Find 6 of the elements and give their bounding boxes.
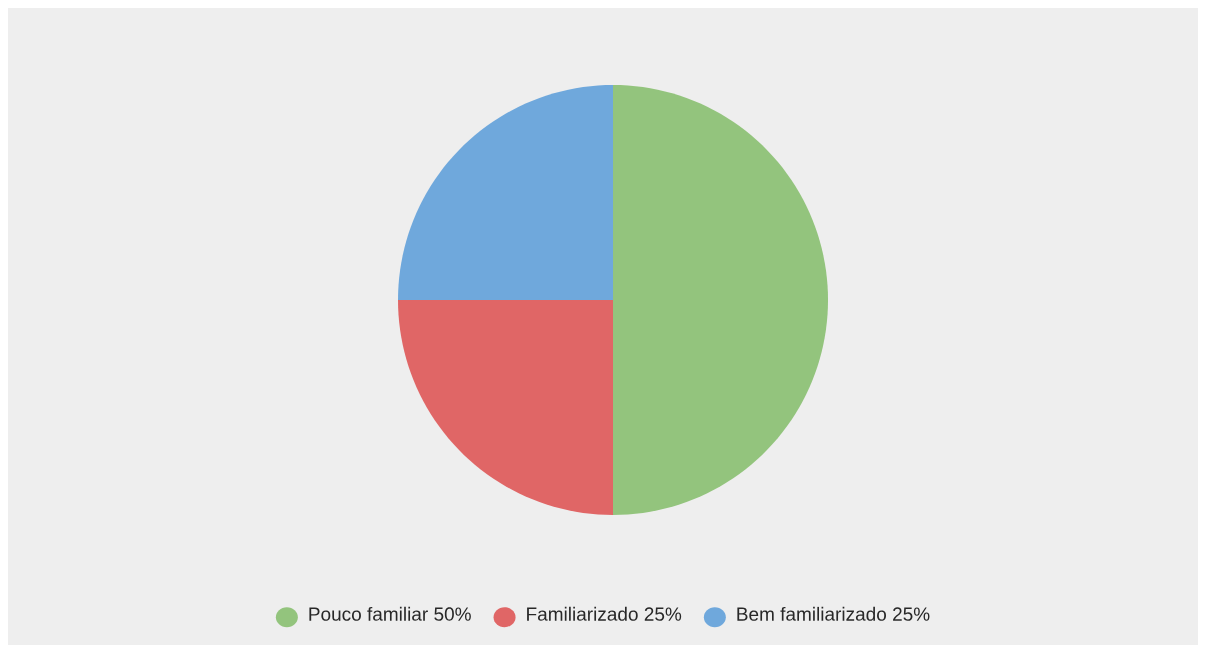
legend-label: Familiarizado	[527, 606, 638, 621]
data-label: 25%	[644, 607, 682, 621]
legend-label: Bem familiarizado	[737, 606, 886, 621]
data-label: 50%	[434, 607, 471, 621]
data-label: 25%	[893, 607, 930, 621]
legend-label: Pouco familiar	[309, 606, 428, 621]
